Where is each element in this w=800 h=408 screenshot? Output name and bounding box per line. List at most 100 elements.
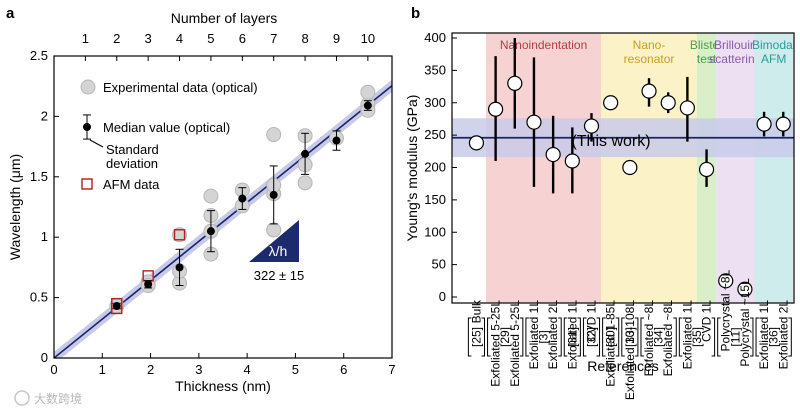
y-tick-label: 0.5	[30, 290, 48, 305]
sample-point	[603, 95, 619, 111]
y-tick-label: 2.5	[30, 48, 48, 63]
top-tick-label: 6	[239, 31, 246, 46]
reference-bracket-right	[673, 317, 677, 357]
reference-bracket-right	[634, 317, 639, 357]
legend-std-pointer	[89, 139, 104, 148]
reference-bracket-left	[563, 317, 568, 357]
sample-label: Exfoliated 1L	[527, 300, 541, 370]
sample-point	[756, 116, 772, 132]
panel-b-sample-labels: Bulk Exfoliated 5-25L Exfoliated 5-25L Exfo…	[469, 269, 790, 400]
sample-label: Bulk	[469, 299, 483, 323]
median-point	[144, 280, 153, 289]
watermark-logo-icon	[14, 390, 30, 406]
reference-bracket-left	[467, 317, 472, 357]
region-label: Nanoindentation	[500, 38, 587, 52]
top-tick-label: 9	[333, 31, 340, 46]
top-tick-label: 1	[82, 31, 89, 46]
x-tick-label: 6	[340, 362, 347, 377]
x-tick-label: 2	[147, 362, 154, 377]
sample-label: Exfoliated 1L	[757, 300, 771, 370]
median-point	[363, 101, 372, 110]
legend-afm-label: AFM data	[103, 177, 160, 192]
reference-bracket-left	[640, 317, 644, 357]
panel-b-xlabel: References	[587, 358, 659, 374]
median-point	[301, 149, 310, 158]
top-tick-label: 10	[361, 31, 375, 46]
y-tick-label: 2	[41, 108, 48, 123]
sample-point	[737, 281, 753, 297]
sample-point	[679, 100, 695, 116]
panel-b-label: b	[411, 5, 420, 22]
region-4	[754, 33, 793, 303]
y-tick-label: 300	[424, 95, 446, 110]
region-label-line2: AFM	[761, 52, 786, 66]
median-point	[175, 263, 184, 272]
reference-bracket-right	[519, 317, 524, 357]
y-tick-label: 1	[41, 229, 48, 244]
reference-bracket-right	[481, 317, 485, 357]
sample-point	[698, 161, 715, 178]
sample-label: Exfoliated 1L	[680, 300, 694, 370]
reference-bracket-right	[577, 317, 581, 357]
panel-b-ticks: 0 50 100 150 200 250 300 350 400	[424, 30, 457, 304]
reference-bracket-right	[596, 317, 601, 357]
region-1	[601, 33, 697, 303]
watermark: 大数跨境	[14, 390, 82, 406]
top-tick-label: 7	[270, 31, 277, 46]
sample-point	[545, 146, 561, 163]
y-tick-label: 100	[424, 224, 446, 239]
sample-label: Exfoliated 1-85L	[604, 300, 618, 387]
legend-median-label: Median value (optical)	[103, 120, 230, 135]
sample-label: Exfoliated ~8L	[642, 300, 656, 377]
x-tick-label: 5	[292, 362, 299, 377]
reference-bracket-left	[602, 317, 606, 357]
legend-std-label-1: Standard	[106, 142, 159, 157]
reference-label: [36]	[767, 327, 781, 347]
top-tick-label: 2	[113, 31, 120, 46]
reference-bracket-left	[717, 317, 721, 357]
reference-label: [3]	[537, 330, 551, 343]
x-tick-label: 0	[50, 362, 57, 377]
top-tick-label: 4	[176, 31, 183, 46]
legend-median-marker	[83, 123, 91, 131]
reference-label: [33]	[623, 327, 637, 347]
sample-point	[718, 273, 734, 289]
reference-bracket-left	[525, 317, 529, 357]
afm-point	[173, 229, 186, 241]
reference-bracket-left	[755, 317, 760, 357]
panel-a-frame	[53, 55, 393, 359]
y-tick-label: 0	[439, 289, 446, 304]
experimental-point	[297, 175, 313, 191]
y-tick-label: 150	[424, 192, 446, 207]
legend-afm-marker	[81, 178, 93, 190]
panel-a-ylabel: Wavelength (μm)	[7, 154, 23, 260]
region-label-line2: scattering	[709, 52, 761, 66]
y-tick-label: 250	[424, 127, 446, 142]
sample-point	[507, 75, 523, 91]
sample-point	[468, 135, 485, 151]
sample-point	[526, 114, 542, 130]
experimental-point	[203, 188, 219, 204]
x-tick-label: 1	[99, 362, 106, 377]
sample-point	[660, 95, 676, 111]
region-label: Bimodal	[752, 38, 795, 52]
region-0	[486, 33, 602, 303]
panel-a-legend: Experimental data (optical) Median value…	[80, 79, 258, 192]
reference-bracket-right	[615, 317, 620, 357]
reference-bracket-right	[749, 317, 754, 357]
legend-experimental-label: Experimental data (optical)	[103, 80, 258, 95]
reference-bracket-left	[582, 317, 587, 357]
reference-bracket-left	[487, 317, 491, 357]
region-label-line2: resonator	[624, 52, 675, 66]
reference-label: [30]	[604, 327, 618, 347]
top-tick-label: 5	[207, 31, 214, 46]
sample-label: Polycrystal ~15L	[738, 278, 752, 367]
panel-b-ylabel: Young's modulus (GPa)	[404, 95, 420, 242]
experimental-point	[172, 227, 188, 243]
median-point	[112, 302, 121, 311]
reference-bracket-right	[788, 317, 792, 357]
sample-point	[488, 101, 504, 117]
panel-a-axes	[53, 55, 393, 359]
median-point	[238, 194, 247, 203]
